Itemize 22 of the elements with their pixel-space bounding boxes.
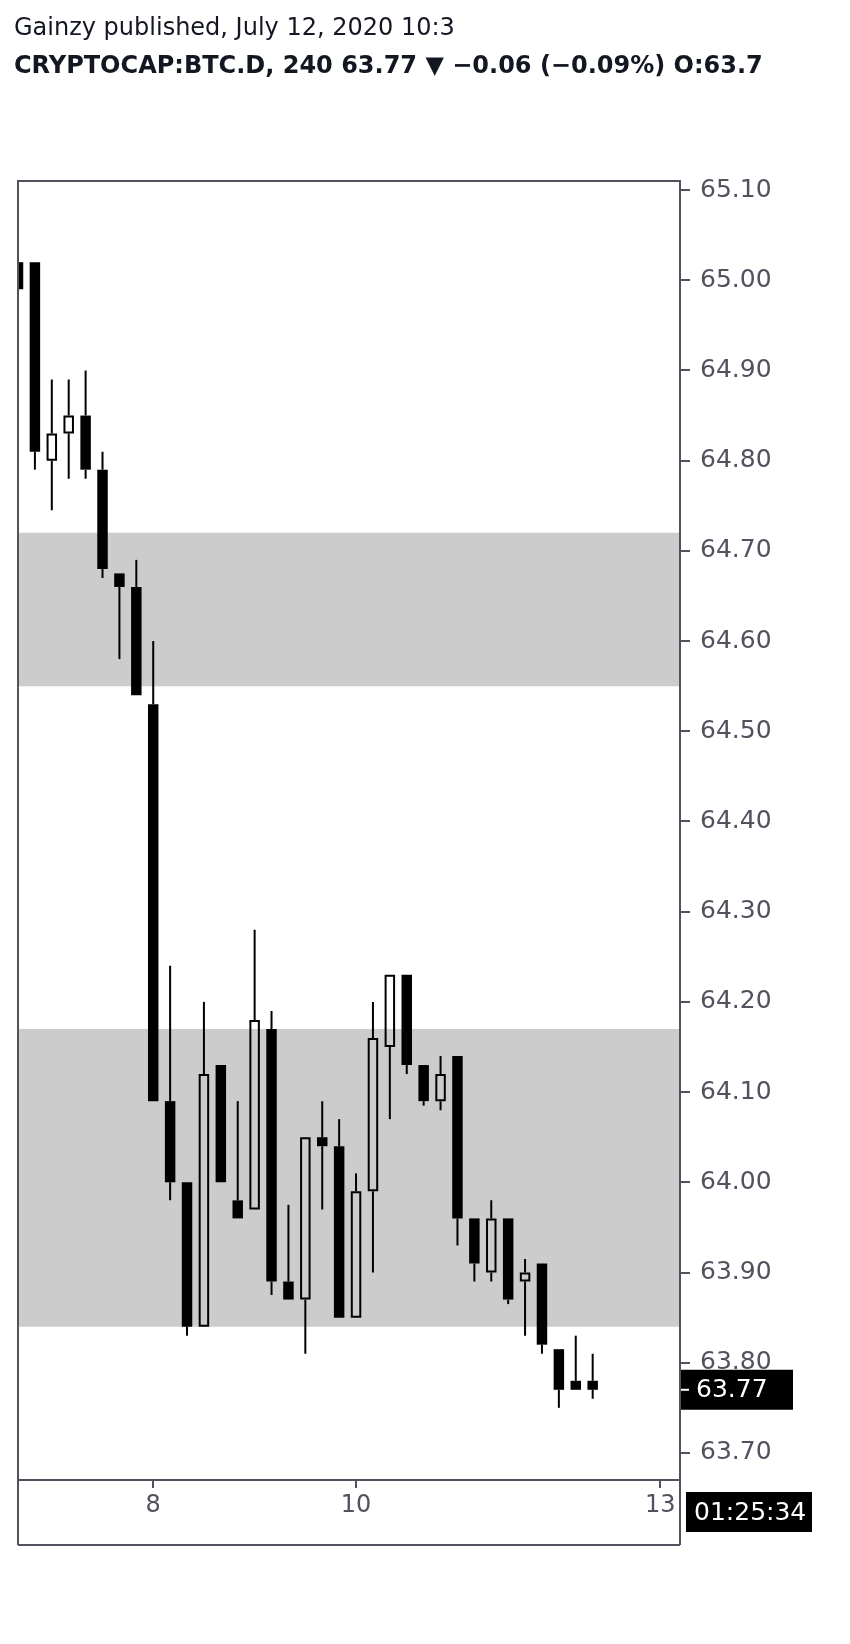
text: 63.77 — [696, 1374, 768, 1404]
x-tick-label: 8 — [145, 1489, 161, 1518]
y-tick-label: 64.00 — [700, 1165, 772, 1195]
y-tick-label: 64.20 — [700, 985, 772, 1015]
y-tick-label: 63.90 — [700, 1256, 772, 1286]
x-tick-label: 10 — [340, 1489, 372, 1518]
y-tick-label: 64.30 — [700, 895, 772, 925]
y-tick-label: 64.80 — [700, 444, 772, 474]
y-tick-label: 64.90 — [700, 353, 772, 383]
y-tick-label: 63.80 — [700, 1346, 772, 1376]
y-tick-label: 65.00 — [700, 263, 772, 293]
y-tick-label: 64.70 — [700, 534, 772, 564]
y-tick-label: 64.60 — [700, 624, 772, 654]
y-tick-label: 64.10 — [700, 1075, 772, 1105]
y-tick-label: 64.50 — [700, 714, 772, 744]
chart-subtitle: CRYPTOCAP:BTC.D, 240 63.77 ▼ −0.06 (−0.09%) O:63.7 — [14, 50, 763, 81]
text: 01:25:34 — [694, 1496, 807, 1526]
y-tick-label: 63.70 — [700, 1436, 772, 1466]
x-tick-label: 13 — [645, 1489, 676, 1518]
y-tick-label: 64.40 — [700, 804, 772, 834]
chart-title: Gainzy published, July 12, 2020 10:3 — [14, 12, 456, 43]
y-tick-label: 65.10 — [700, 173, 772, 203]
